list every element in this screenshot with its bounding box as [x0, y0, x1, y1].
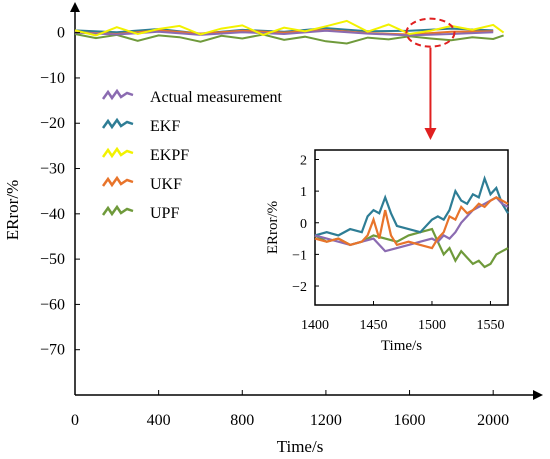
- x-tick-label: 2000: [477, 412, 509, 429]
- legend-item: EKF: [101, 117, 180, 135]
- main-series: [74, 19, 505, 45]
- legend-swatch: [101, 204, 134, 217]
- inset-x-tick-label: 1400: [301, 318, 329, 333]
- inset-y-tick-label: 1: [300, 185, 307, 200]
- legend: Actual measurement EKF EKPF UKF UPF: [101, 88, 283, 222]
- y-tick-label: 0: [57, 25, 65, 42]
- x-tick-label: 0: [71, 412, 79, 429]
- inset-y-tick-label: 2: [300, 153, 307, 168]
- y-tick-label: −30: [40, 161, 65, 178]
- inset-y-tick-label: −1: [292, 248, 307, 263]
- legend-swatch: [101, 117, 134, 130]
- x-axis-title: Time/s: [277, 437, 324, 456]
- series-line-upf: [74, 33, 504, 45]
- inset-chart: 1400 1450 1500 1550 2 1 0 −1 −2 Time/s ERror/%: [265, 149, 509, 354]
- y-axis-title: ERror/%: [3, 180, 22, 240]
- y-axis-arrow: [70, 2, 80, 12]
- legend-label: EKPF: [150, 147, 189, 164]
- inset-x-tick-label: 1500: [418, 318, 446, 333]
- y-tick-label: −20: [40, 115, 65, 132]
- x-tick-label: 800: [230, 412, 254, 429]
- legend-label: EKF: [150, 118, 180, 135]
- legend-item: UPF: [101, 204, 179, 222]
- y-tick-label: −60: [40, 296, 65, 313]
- inset-y-axis-title: ERror/%: [265, 201, 281, 254]
- legend-item: EKPF: [101, 146, 189, 164]
- legend-item: Actual measurement: [101, 88, 283, 106]
- x-tick-label: 1600: [394, 412, 426, 429]
- x-tick-label: 400: [147, 412, 171, 429]
- legend-swatch: [101, 88, 134, 101]
- x-tick-label: 1200: [310, 412, 342, 429]
- inset-y-tick-label: 0: [300, 217, 307, 232]
- legend-label: Actual measurement: [150, 89, 283, 106]
- inset-x-tick-label: 1450: [359, 318, 387, 333]
- series-line-ekpf: [74, 19, 505, 37]
- x-axis-arrow: [533, 390, 543, 400]
- highlight-ellipse: [405, 17, 456, 48]
- y-tick-label: −70: [40, 342, 65, 359]
- callout-arrow-head: [424, 128, 437, 140]
- inset-x-tick-label: 1550: [476, 318, 504, 333]
- inset-series-line-ekf: [314, 175, 509, 237]
- y-tick-label: −40: [40, 206, 65, 223]
- legend-item: UKF: [101, 175, 182, 193]
- legend-swatch: [101, 175, 134, 188]
- legend-label: UPF: [150, 205, 179, 222]
- legend-label: UKF: [150, 176, 182, 193]
- legend-swatch: [101, 146, 134, 159]
- inset-frame: [314, 149, 509, 306]
- main-ticks: 0 400 800 1200 1600 20000−10−20−30−40−50−60−7…: [40, 25, 509, 429]
- y-tick-label: −50: [40, 251, 65, 268]
- inset-x-axis-title: Time/s: [381, 338, 422, 354]
- y-tick-label: −10: [40, 70, 65, 87]
- main-axes: [70, 2, 543, 400]
- inset-series-line-ukf: [314, 196, 509, 250]
- inset-y-tick-label: −2: [292, 280, 307, 295]
